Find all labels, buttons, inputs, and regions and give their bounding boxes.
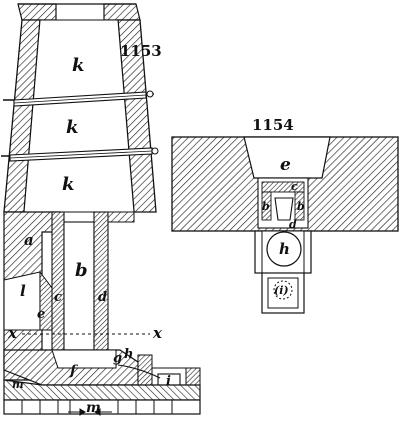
label-1154-i: (i) — [274, 284, 289, 297]
label-1154-b-left: b — [262, 200, 270, 213]
label-f: f — [69, 363, 79, 379]
plan-opening-e — [243, 136, 331, 179]
label-1154-d: d — [289, 218, 297, 231]
figure-number-1153: 1153 — [120, 42, 162, 60]
label-m-left: m — [12, 378, 24, 391]
label-1154-h: h — [279, 240, 290, 258]
plan-circle-i — [273, 280, 293, 300]
label-k-low: k — [62, 174, 74, 195]
vent-arrows — [68, 408, 112, 416]
plan-circle-h — [266, 231, 302, 267]
label-h: h — [124, 347, 133, 362]
label-k-top: k — [72, 55, 84, 76]
label-b: b — [75, 260, 88, 281]
label-1154-b-right: b — [297, 200, 305, 213]
lower-furnace — [3, 211, 201, 415]
label-a: a — [24, 231, 34, 249]
label-k-mid: k — [66, 117, 78, 138]
figure-1154: 1154 e c b b d h (i) — [171, 116, 399, 314]
label-1154-e: e — [280, 155, 291, 175]
label-1154-c: c — [291, 180, 298, 193]
label-e: e — [37, 307, 45, 322]
label-x-left: x — [7, 324, 18, 342]
figure-1153: 1153 k k k a b l c d e x x g h f i m m — [1, 3, 201, 416]
chimney-top — [17, 3, 141, 21]
figure-number-1154: 1154 — [252, 116, 294, 134]
label-c: c — [54, 290, 62, 305]
label-x-right: x — [152, 324, 163, 342]
label-d: d — [98, 290, 107, 305]
label-i: i — [166, 374, 171, 389]
stack-interior — [23, 19, 135, 213]
iron-bands — [1, 90, 159, 162]
label-g: g — [113, 351, 122, 366]
label-l: l — [20, 282, 26, 300]
